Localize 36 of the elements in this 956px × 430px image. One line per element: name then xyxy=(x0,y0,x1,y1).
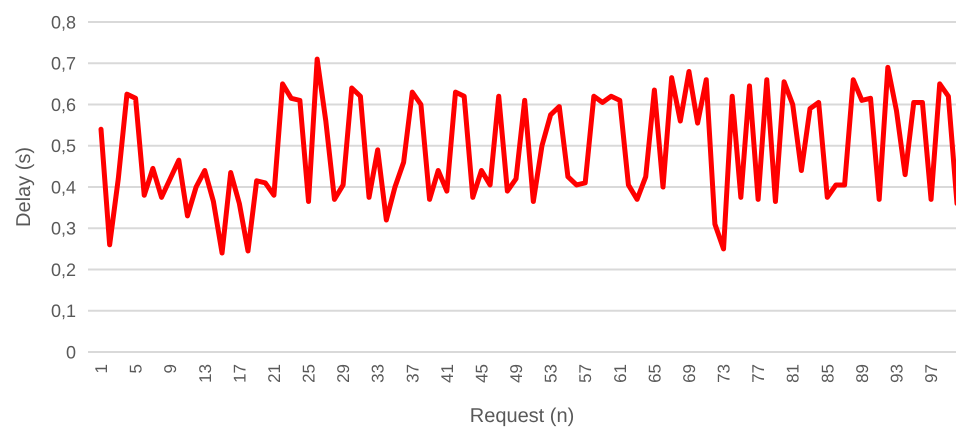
y-tick-label: 0,2 xyxy=(50,260,76,280)
x-tick-label: 33 xyxy=(368,364,388,383)
y-tick-label: 0,6 xyxy=(50,94,76,115)
x-tick-label: 61 xyxy=(610,364,630,383)
x-tick-label: 57 xyxy=(576,364,596,383)
x-tick-label: 73 xyxy=(714,364,734,383)
x-tick-label: 89 xyxy=(852,364,872,383)
x-tick-label: 65 xyxy=(645,364,664,383)
y-tick-label: 0,4 xyxy=(50,177,76,198)
y-tick-label: 0,3 xyxy=(50,218,76,239)
x-tick-label: 5 xyxy=(126,364,146,374)
x-tick-label: 9 xyxy=(161,364,180,374)
x-tick-label: 45 xyxy=(472,364,492,383)
x-tick-label: 53 xyxy=(542,364,561,383)
x-tick-label: 17 xyxy=(230,364,250,383)
y-tick-label: 0 xyxy=(66,342,76,362)
x-tick-label: 37 xyxy=(403,364,422,383)
x-tick-label: 69 xyxy=(680,364,699,383)
x-tick-label: 97 xyxy=(922,364,942,383)
x-tick-label: 21 xyxy=(264,364,284,383)
y-tick-label: 0,8 xyxy=(50,12,76,32)
x-tick-label: 93 xyxy=(887,364,906,383)
y-tick-label: 0,7 xyxy=(50,54,76,74)
x-tick-label: 41 xyxy=(438,364,457,383)
x-tick-label: 13 xyxy=(196,364,215,383)
x-tick-label: 1 xyxy=(92,364,111,374)
x-tick-label: 29 xyxy=(334,364,354,383)
y-tick-label: 0,5 xyxy=(50,136,76,156)
x-axis-title: Request (n) xyxy=(470,405,574,427)
x-tick-label: 25 xyxy=(300,364,319,383)
y-axis-title: Delay (s) xyxy=(13,146,35,228)
y-tick-label: 0,1 xyxy=(50,301,76,322)
x-tick-label: 85 xyxy=(818,364,838,383)
x-tick-label: 49 xyxy=(507,364,526,383)
x-tick-label: 81 xyxy=(784,364,803,383)
x-tick-label: 77 xyxy=(749,364,768,383)
